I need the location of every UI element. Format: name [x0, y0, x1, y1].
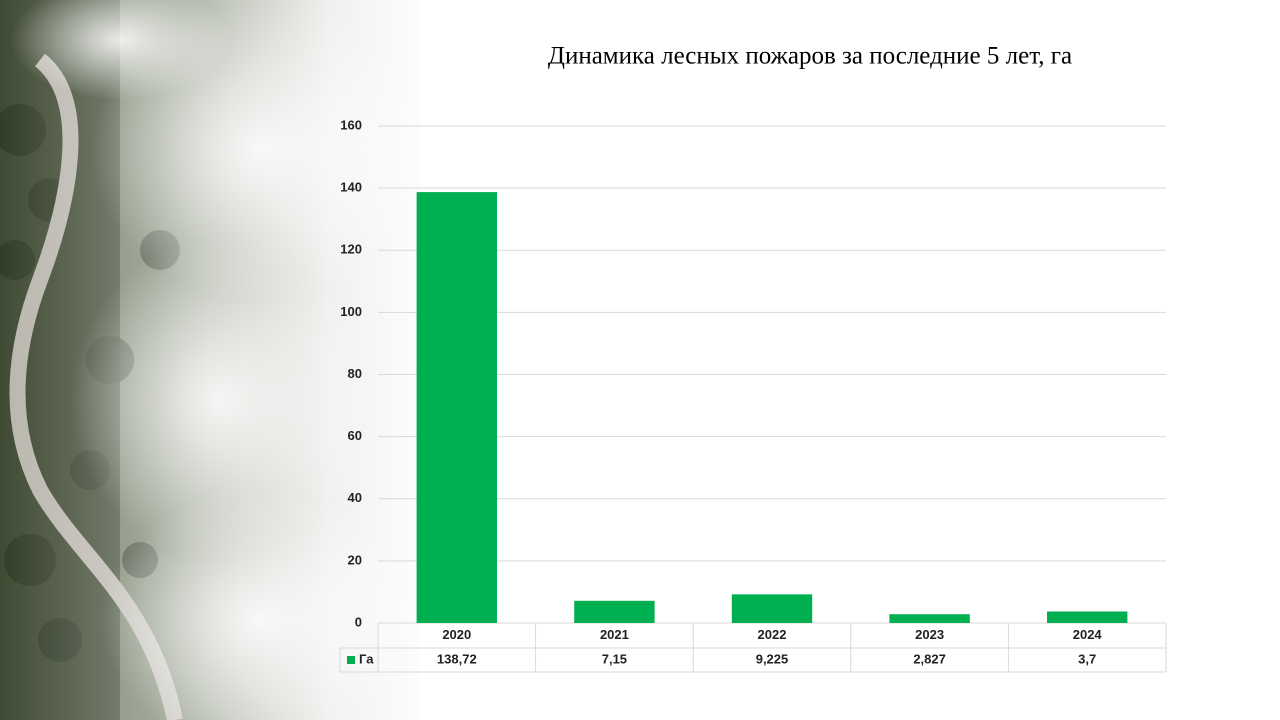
bar	[574, 600, 655, 623]
y-tick-label: 40	[348, 490, 362, 505]
x-tick-label: 2021	[600, 627, 629, 642]
table-value: 3,7	[1078, 651, 1096, 666]
bar	[889, 614, 970, 623]
y-tick-label: 140	[340, 180, 362, 195]
table-value: 9,225	[756, 651, 789, 666]
y-tick-label: 100	[340, 304, 362, 319]
y-tick-label: 60	[348, 428, 362, 443]
table-value: 7,15	[602, 651, 627, 666]
background-image	[0, 0, 440, 720]
x-tick-label: 2023	[915, 627, 944, 642]
bar	[1047, 611, 1128, 623]
legend-key	[347, 656, 355, 664]
x-tick-label: 2024	[1073, 627, 1103, 642]
bar	[416, 192, 497, 623]
y-tick-label: 160	[340, 117, 362, 132]
y-tick-label: 20	[348, 552, 362, 567]
y-tick-label: 0	[355, 614, 362, 629]
y-tick-label: 120	[340, 242, 362, 257]
x-tick-label: 2022	[758, 627, 787, 642]
x-tick-label: 2020	[442, 627, 471, 642]
bar	[731, 594, 813, 623]
y-tick-label: 80	[348, 366, 362, 381]
table-value: 138,72	[437, 651, 477, 666]
table-value: 2,827	[913, 651, 946, 666]
legend-label: Га	[359, 651, 374, 666]
chart-title: Динамика лесных пожаров за последние 5 л…	[548, 43, 1072, 70]
